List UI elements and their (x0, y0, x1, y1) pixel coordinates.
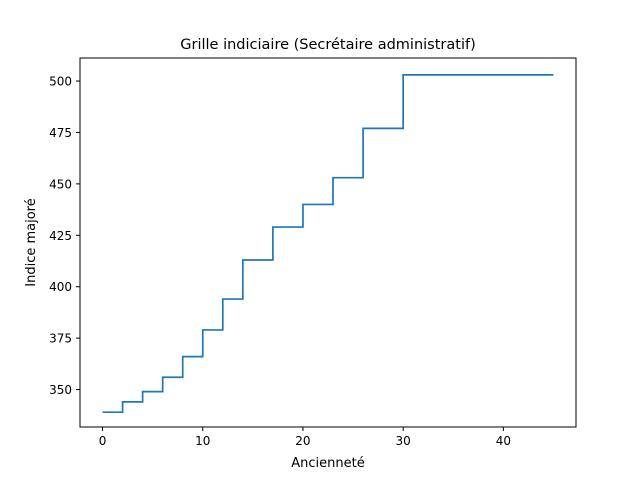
y-tick-label: 500 (49, 75, 72, 89)
y-tick-label: 350 (49, 383, 72, 397)
y-axis-label: Indice majoré (24, 198, 39, 286)
series-line (102, 74, 554, 414)
x-tick-label: 30 (396, 434, 411, 448)
y-tick-label: 425 (49, 229, 72, 243)
axes-frame (79, 57, 577, 428)
y-tick-label: 450 (49, 177, 72, 191)
x-axis-ticks: 0 10 20 30 40 (99, 427, 511, 448)
x-axis-label: Ancienneté (291, 456, 364, 471)
y-tick-label: 475 (49, 126, 72, 140)
chart-title: Grille indiciaire (Secrétaire administra… (180, 37, 475, 53)
x-tick-label: 40 (496, 434, 511, 448)
plot-area (79, 57, 577, 428)
x-tick-label: 20 (295, 434, 310, 448)
y-axis-ticks: 350 375 400 425 450 475 500 (49, 75, 80, 397)
y-tick-label: 400 (49, 280, 72, 294)
y-tick-label: 375 (49, 332, 72, 346)
x-tick-label: 0 (99, 434, 107, 448)
x-tick-label: 10 (195, 434, 210, 448)
